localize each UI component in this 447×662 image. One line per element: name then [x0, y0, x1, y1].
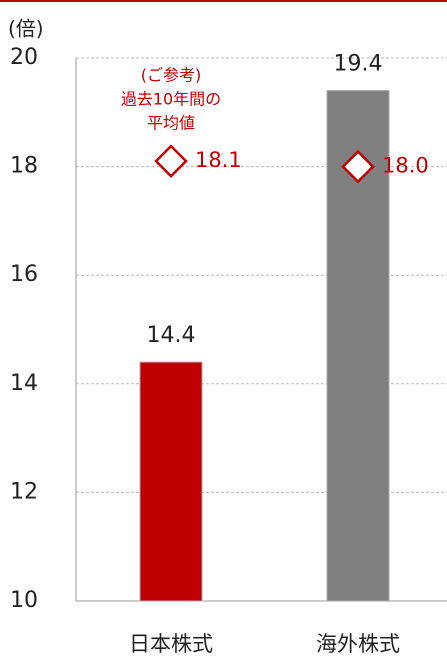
average-marker [154, 144, 188, 178]
y-tick-label: 14 [10, 371, 38, 396]
y-tick-label: 20 [10, 45, 38, 70]
annotation: 平均値 [147, 114, 195, 133]
y-tick-label: 10 [10, 588, 38, 613]
bar [326, 90, 390, 602]
value-label: 14.4 [147, 323, 196, 348]
y-tick-label: 12 [10, 479, 38, 504]
annotation: (ご参考) [141, 66, 202, 85]
annotation: 過去10年間の [121, 90, 221, 109]
value-label: 19.4 [334, 52, 383, 77]
average-label: 18.1 [195, 148, 242, 172]
y-axis-label: (倍) [8, 17, 44, 41]
average-label: 18.0 [382, 154, 429, 178]
y-tick-label: 16 [10, 262, 38, 287]
x-tick-label: 日本株式 [129, 632, 213, 656]
x-tick-label: 海外株式 [316, 632, 400, 656]
bar [139, 361, 203, 602]
average-marker [341, 149, 375, 184]
y-tick-label: 18 [10, 154, 38, 179]
